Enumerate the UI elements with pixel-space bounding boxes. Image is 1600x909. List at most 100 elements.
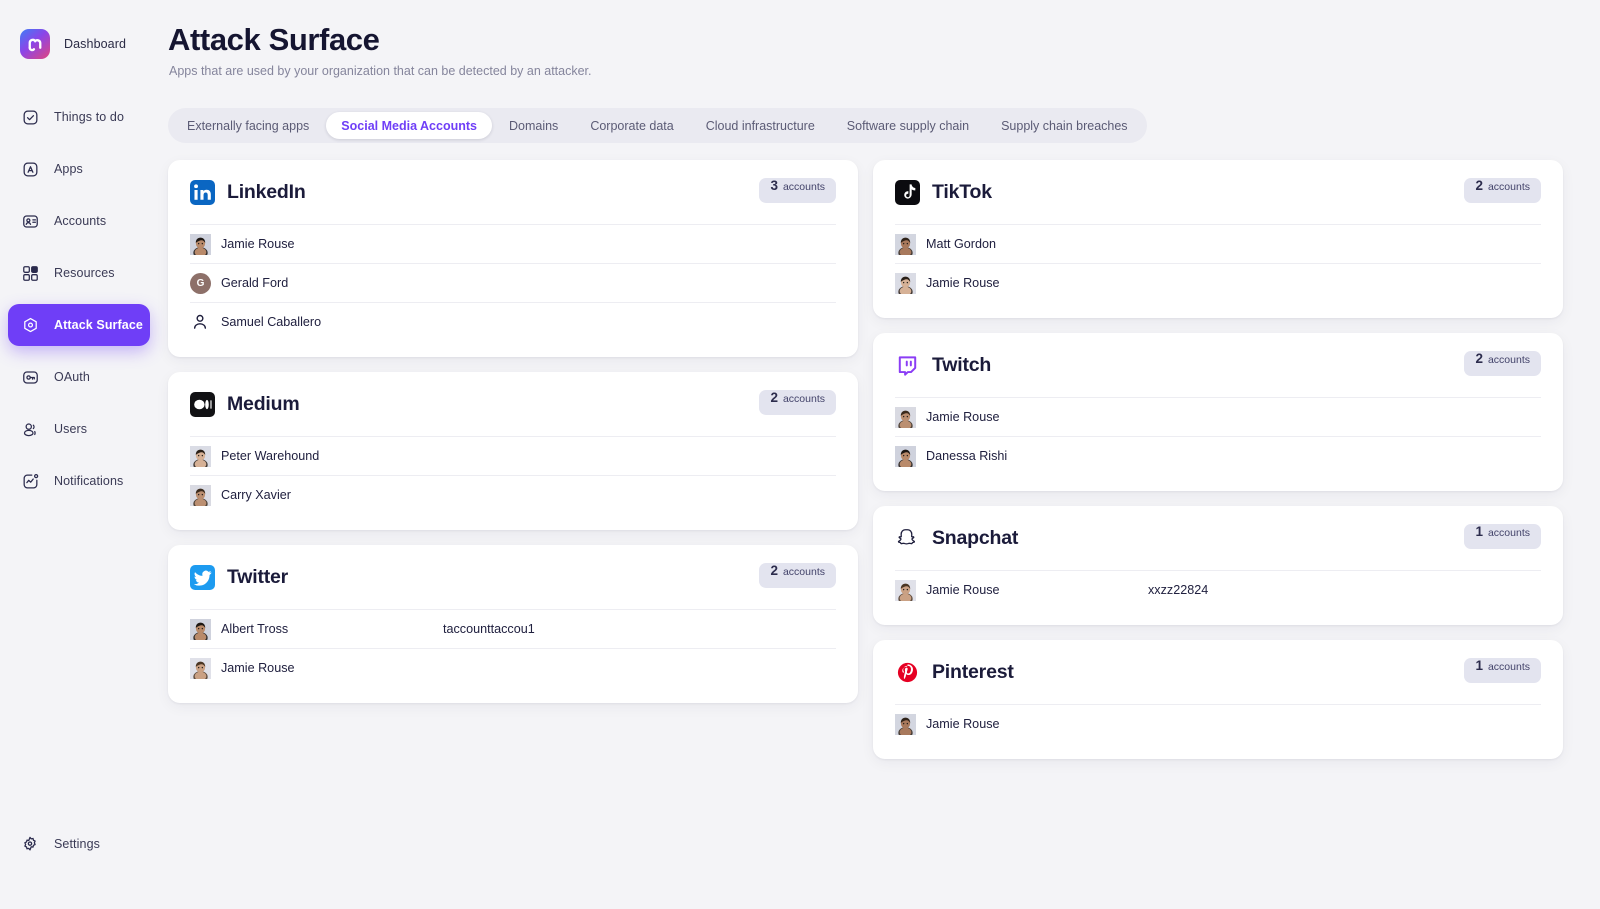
twitch-icon <box>895 353 920 378</box>
accounts-card-icon <box>20 211 40 231</box>
avatar-initial: G <box>190 272 211 294</box>
card-header: Snapchat 1 accounts <box>895 506 1541 570</box>
account-avatar <box>190 618 211 640</box>
account-row[interactable]: Jamie Rouse <box>895 704 1541 743</box>
tab-domains[interactable]: Domains <box>508 118 559 133</box>
account-row[interactable]: Peter Warehound <box>190 436 836 475</box>
platform-name: LinkedIn <box>227 180 306 203</box>
account-row[interactable]: Matt Gordon <box>895 224 1541 263</box>
page-title: Attack Surface <box>168 22 380 57</box>
brand-label: Dashboard <box>64 37 127 51</box>
platform-card-tiktok: TikTok 2 accounts Matt Gordon Jamie Rouse <box>873 160 1563 318</box>
key-icon <box>20 367 40 387</box>
sidebar-item-accounts[interactable]: Accounts <box>8 200 150 242</box>
card-header: Medium 2 accounts <box>190 372 836 436</box>
sidebar-item-things-to-do[interactable]: Things to do <box>8 96 150 138</box>
avatar <box>895 713 916 735</box>
tab-supply-chain-breaches[interactable]: Supply chain breaches <box>1001 118 1128 133</box>
account-handle: xxzz22824 <box>1148 583 1209 597</box>
account-row[interactable]: Jamie Rouse <box>895 397 1541 436</box>
hexagon-target-icon <box>20 315 40 335</box>
avatar <box>895 406 916 428</box>
tab-corporate-data[interactable]: Corporate data <box>590 118 674 133</box>
platform-name: Medium <box>227 392 300 415</box>
sidebar-item-attack-surface[interactable]: Attack Surface <box>8 304 150 346</box>
account-avatar <box>190 233 211 255</box>
sidebar-item-resources[interactable]: Resources <box>8 252 150 294</box>
account-name: Danessa Rishi <box>926 449 1008 463</box>
brand[interactable]: Dashboard <box>0 0 158 62</box>
account-name: Carry Xavier <box>221 488 291 502</box>
accounts-unit: accounts <box>1487 527 1530 539</box>
sidebar-item-label: OAuth <box>54 370 90 384</box>
accounts-count: 2 <box>770 390 778 405</box>
avatar <box>895 272 916 294</box>
medium-icon <box>190 391 215 417</box>
sidebar-item-apps[interactable]: Apps <box>8 148 150 190</box>
tab-externally-facing-apps[interactable]: Externally facing apps <box>187 118 310 133</box>
accounts-count-badge: 2 accounts <box>759 563 836 588</box>
main-content: Attack Surface Apps that are used by you… <box>158 0 1600 909</box>
sidebar-item-oauth[interactable]: OAuth <box>8 356 150 398</box>
accounts-unit: accounts <box>782 181 825 193</box>
account-row[interactable]: Jamie Rouse xxzz22824 <box>895 570 1541 609</box>
tab-bar: Externally facing apps Social Media Accou… <box>168 108 1147 143</box>
account-avatar <box>895 406 916 428</box>
apps-icon <box>20 159 40 179</box>
account-row[interactable]: Danessa Rishi <box>895 436 1541 475</box>
linkedin-icon <box>190 179 215 205</box>
platform-card-linkedin: LinkedIn 3 accounts Jamie Rouse G Gerald Ford… <box>168 160 858 357</box>
account-avatar <box>190 312 211 333</box>
sidebar-item-settings[interactable]: Settings <box>8 823 150 865</box>
avatar <box>895 445 916 467</box>
accounts-unit: accounts <box>1487 661 1530 673</box>
sidebar-item-notifications[interactable]: Notifications <box>8 460 150 502</box>
account-row[interactable]: Jamie Rouse <box>895 263 1541 302</box>
avatar <box>895 233 916 255</box>
card-header: Twitch 2 accounts <box>895 333 1541 397</box>
account-row[interactable]: G Gerald Ford <box>190 263 836 302</box>
card-header: LinkedIn 3 accounts <box>190 160 836 224</box>
accounts-count: 2 <box>1475 351 1483 366</box>
accounts-unit: accounts <box>1487 181 1530 193</box>
platform-name: Snapchat <box>932 526 1019 549</box>
app-logo-gradient-icon <box>20 29 50 59</box>
accounts-count-badge: 1 accounts <box>1464 658 1541 683</box>
account-handle: taccounttaccou1 <box>443 622 535 636</box>
accounts-count-badge: 1 accounts <box>1464 524 1541 549</box>
accounts-count: 1 <box>1475 658 1483 673</box>
right-column: TikTok 2 accounts Matt Gordon Jamie Rouse Twi… <box>873 160 1563 759</box>
platform-card-pinterest: Pinterest 1 accounts Jamie Rouse <box>873 640 1563 759</box>
left-column: LinkedIn 3 accounts Jamie Rouse G Gerald Ford… <box>168 160 858 759</box>
sidebar-item-users[interactable]: Users <box>8 408 150 450</box>
tab-social-media-accounts[interactable]: Social Media Accounts <box>326 112 492 139</box>
avatar <box>190 233 211 255</box>
accounts-count-badge: 2 accounts <box>1464 178 1541 203</box>
account-row[interactable]: Albert Tross taccounttaccou1 <box>190 609 836 648</box>
account-name: Jamie Rouse <box>926 717 1000 731</box>
accounts-unit: accounts <box>782 566 825 578</box>
account-avatar <box>190 445 211 467</box>
platform-card-snapchat: Snapchat 1 accounts Jamie Rouse xxzz22824 <box>873 506 1563 625</box>
activity-bell-icon <box>20 471 40 491</box>
tab-software-supply-chain[interactable]: Software supply chain <box>846 118 970 133</box>
sidebar-item-label: Settings <box>54 837 100 851</box>
accounts-count-badge: 2 accounts <box>759 390 836 415</box>
avatar <box>190 618 211 640</box>
account-row[interactable]: Jamie Rouse <box>190 224 836 263</box>
twitter-icon <box>190 564 215 590</box>
avatar <box>895 579 916 601</box>
account-row[interactable]: Carry Xavier <box>190 475 836 514</box>
person-outline-icon <box>190 312 211 332</box>
tab-cloud-infrastructure[interactable]: Cloud infrastructure <box>705 118 815 133</box>
sidebar: Dashboard Things to do Apps Accounts Resour… <box>0 0 158 909</box>
platform-name: Twitter <box>227 565 289 588</box>
account-name: Jamie Rouse <box>926 276 1000 290</box>
accounts-count-badge: 2 accounts <box>1464 351 1541 376</box>
page-subtitle: Apps that are used by your organization … <box>169 64 592 78</box>
account-name: Matt Gordon <box>926 237 996 251</box>
account-row[interactable]: Jamie Rouse <box>190 648 836 687</box>
cards-columns: LinkedIn 3 accounts Jamie Rouse G Gerald Ford… <box>168 160 1588 759</box>
sidebar-spacer <box>0 502 158 789</box>
account-row[interactable]: Samuel Caballero <box>190 302 836 341</box>
